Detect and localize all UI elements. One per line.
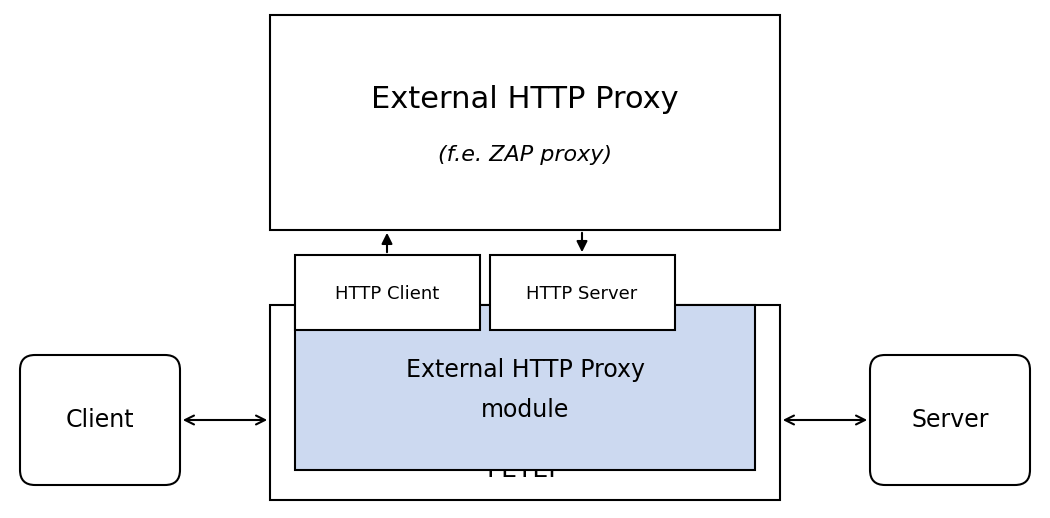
Text: External HTTP Proxy: External HTTP Proxy xyxy=(372,85,678,114)
Text: (f.e. ZAP proxy): (f.e. ZAP proxy) xyxy=(438,145,612,165)
FancyBboxPatch shape xyxy=(870,355,1030,485)
Text: module: module xyxy=(481,398,569,422)
FancyBboxPatch shape xyxy=(270,15,780,230)
Text: Server: Server xyxy=(911,408,989,432)
FancyBboxPatch shape xyxy=(295,255,480,330)
FancyBboxPatch shape xyxy=(270,305,780,500)
Text: PETEP: PETEP xyxy=(486,458,564,482)
FancyBboxPatch shape xyxy=(20,355,180,485)
Text: HTTP Client: HTTP Client xyxy=(335,285,439,303)
Text: External HTTP Proxy: External HTTP Proxy xyxy=(405,358,645,382)
Text: Client: Client xyxy=(66,408,134,432)
Text: HTTP Server: HTTP Server xyxy=(526,285,637,303)
FancyBboxPatch shape xyxy=(295,305,755,470)
FancyBboxPatch shape xyxy=(490,255,675,330)
